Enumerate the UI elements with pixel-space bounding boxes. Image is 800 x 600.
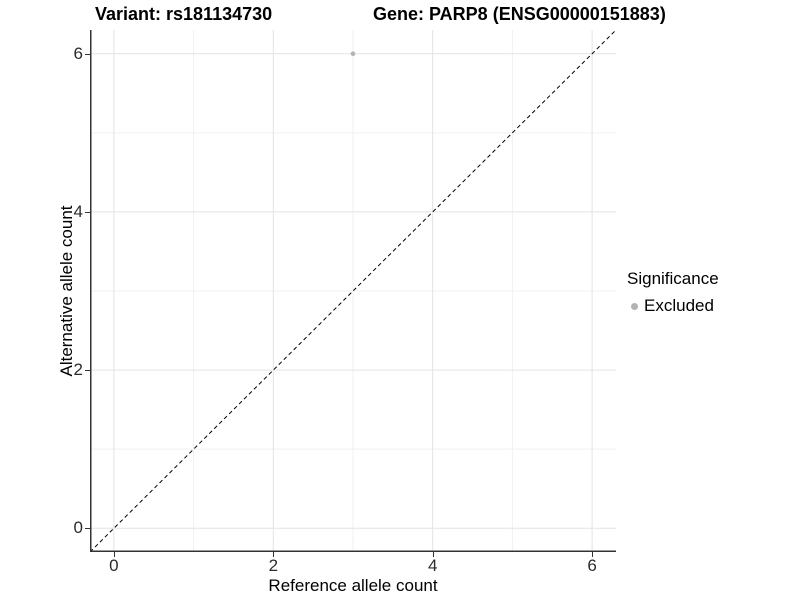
x-tick-label: 6 bbox=[587, 556, 597, 575]
y-tick-label: 0 bbox=[73, 518, 83, 538]
y-tick-mark bbox=[85, 211, 90, 213]
legend-title: Significance bbox=[627, 269, 719, 288]
identity-dashed-line bbox=[90, 30, 616, 552]
excluded-point-swatch-icon bbox=[631, 302, 638, 310]
legend-item-excluded: Excluded bbox=[627, 296, 719, 316]
y-tick-label: 6 bbox=[73, 43, 83, 63]
plot-panel bbox=[90, 30, 616, 552]
x-tick-label: 0 bbox=[109, 556, 119, 575]
legend-item-label: Excluded bbox=[644, 296, 714, 315]
y-tick-mark bbox=[85, 53, 90, 55]
x-axis-title: Reference allele count bbox=[268, 576, 438, 595]
x-tick-label: 4 bbox=[427, 556, 438, 575]
scatter-plot-canvas bbox=[90, 30, 616, 552]
variant-title: Variant: rs181134730 bbox=[95, 4, 273, 24]
x-tick-mark bbox=[432, 552, 434, 557]
gene-title: Gene: PARP8 (ENSG00000151883) bbox=[373, 4, 666, 24]
x-tick-label: 2 bbox=[268, 556, 279, 575]
y-tick-mark bbox=[85, 370, 90, 372]
y-tick-label: 2 bbox=[73, 360, 83, 380]
y-tick-mark bbox=[85, 528, 90, 530]
legend: Significance Excluded bbox=[627, 269, 719, 316]
y-axis-title: Alternative allele count bbox=[57, 205, 76, 377]
y-tick-label: 4 bbox=[73, 201, 83, 221]
data-point-excluded bbox=[350, 51, 356, 57]
x-tick-mark bbox=[592, 552, 594, 557]
x-tick-mark bbox=[273, 552, 275, 557]
x-tick-mark bbox=[113, 552, 115, 557]
